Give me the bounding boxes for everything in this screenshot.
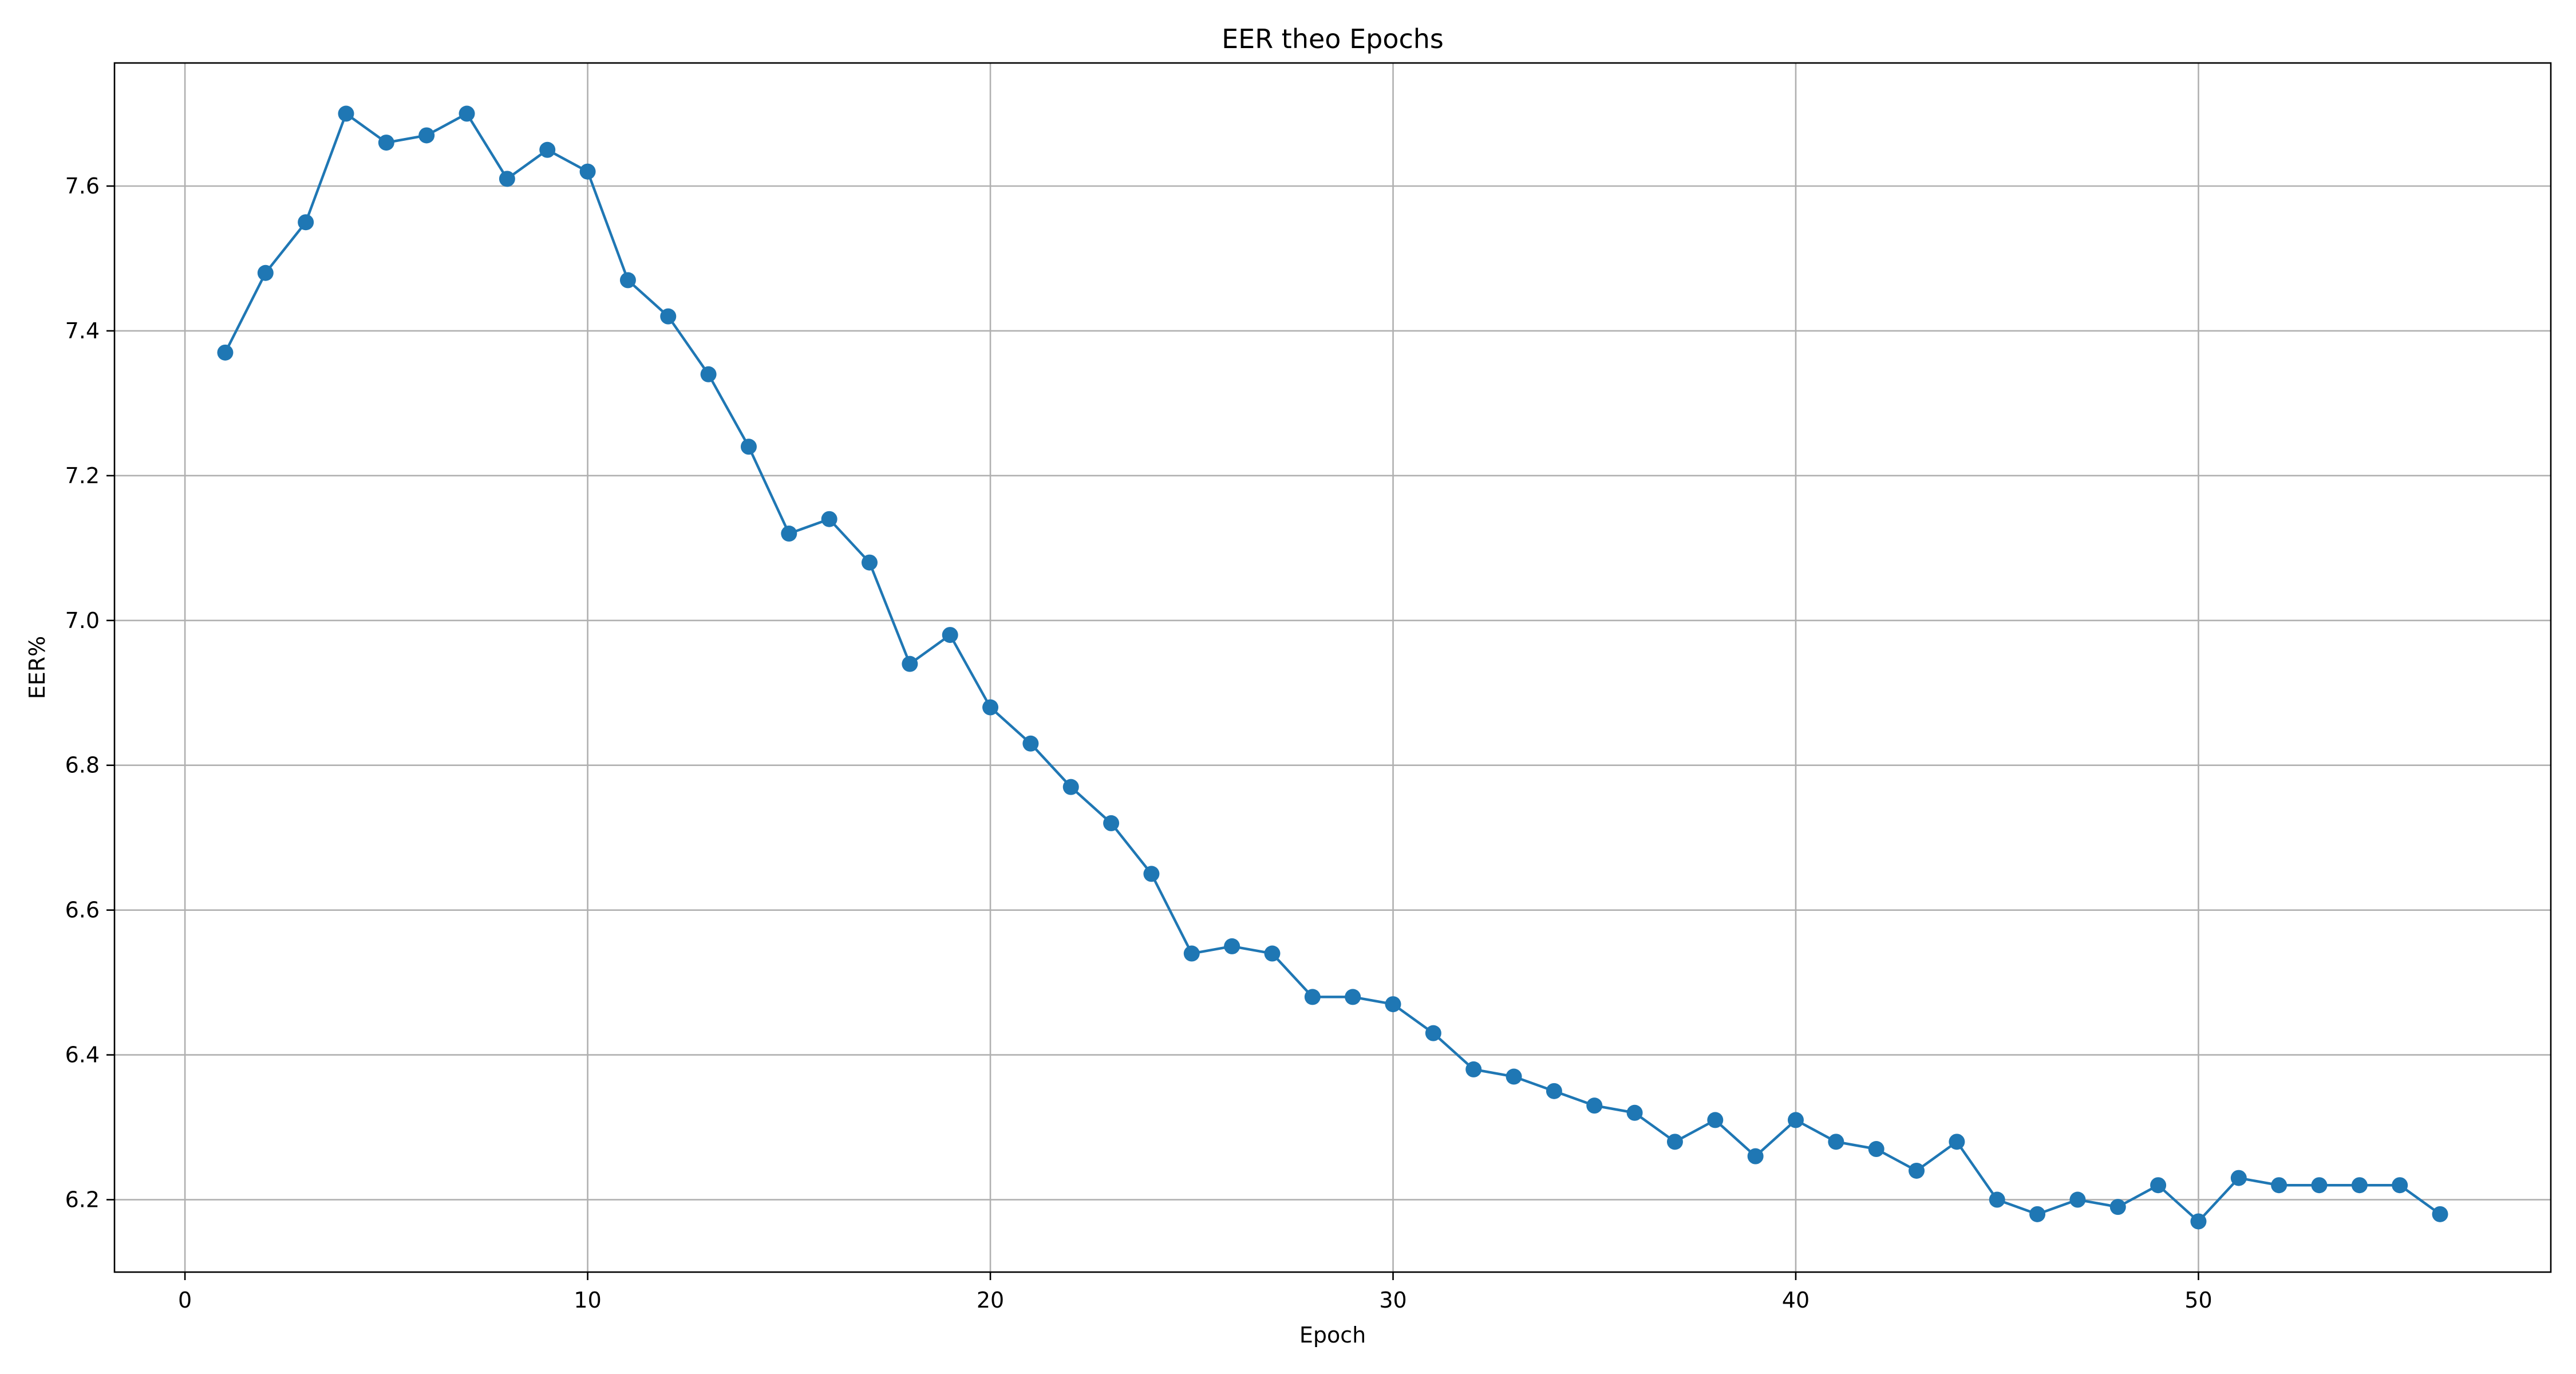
- x-tick-label: 40: [1782, 1288, 1809, 1313]
- data-point: [1345, 989, 1361, 1005]
- plot-frame: [113, 62, 2552, 1273]
- data-point: [1062, 779, 1079, 795]
- data-point: [660, 308, 677, 325]
- y-axis-label: EER%: [25, 636, 50, 700]
- data-point: [1425, 1025, 1441, 1041]
- y-tick-label: 6.2: [65, 1187, 100, 1213]
- data-point: [821, 511, 837, 527]
- data-point: [1707, 1112, 1724, 1128]
- x-tick-label: 10: [574, 1288, 601, 1313]
- data-point: [1787, 1112, 1804, 1128]
- data-point: [1304, 989, 1321, 1005]
- data-point: [1465, 1061, 1482, 1077]
- data-point: [2432, 1206, 2448, 1222]
- data-point: [982, 699, 999, 716]
- data-point: [1183, 945, 1200, 962]
- data-point: [2392, 1177, 2408, 1194]
- data-point: [499, 171, 515, 187]
- y-tick-label: 7.4: [65, 318, 100, 344]
- x-tick-label: 20: [977, 1288, 1004, 1313]
- data-point: [740, 439, 757, 455]
- data-point: [1224, 938, 1240, 954]
- y-tick-label: 6.6: [65, 898, 100, 923]
- data-point: [1586, 1097, 1603, 1114]
- data-point: [1747, 1148, 1764, 1164]
- data-point: [1385, 996, 1401, 1013]
- y-tick-label: 7.6: [65, 173, 100, 199]
- data-point: [1143, 866, 1160, 882]
- data-point: [942, 627, 958, 643]
- data-point: [2311, 1177, 2328, 1194]
- data-point: [2150, 1177, 2167, 1194]
- data-point: [338, 105, 354, 122]
- data-point: [2230, 1170, 2247, 1186]
- data-point: [1546, 1083, 1562, 1099]
- data-point: [1989, 1191, 2005, 1208]
- tick-layer: 0 10 20 30 40 50 6.2 6.4 6.6 6.8 7.0 7.2 7.4 7.6: [65, 173, 2212, 1313]
- data-point: [418, 127, 435, 144]
- data-point: [257, 264, 274, 281]
- data-point: [378, 135, 394, 151]
- data-point: [862, 554, 878, 571]
- data-point: [781, 526, 797, 542]
- data-point: [1264, 945, 1281, 962]
- data-point: [2069, 1191, 2086, 1208]
- data-point: [902, 656, 918, 672]
- y-tick-label: 7.2: [65, 463, 100, 488]
- y-tick-label: 6.4: [65, 1043, 100, 1068]
- grid-lines: [114, 63, 2551, 1272]
- data-point: [539, 141, 556, 158]
- data-point: [1828, 1134, 1844, 1150]
- x-tick-label: 0: [178, 1288, 192, 1313]
- data-point: [2271, 1177, 2287, 1194]
- chart-title: EER theo Epochs: [1222, 23, 1444, 54]
- data-point: [2351, 1177, 2368, 1194]
- data-point: [619, 272, 636, 289]
- y-tick-label: 7.0: [65, 608, 100, 633]
- series-layer: [217, 105, 2448, 1230]
- data-point: [1868, 1141, 1884, 1158]
- data-point: [1666, 1134, 1683, 1150]
- x-axis-label: Epoch: [1299, 1322, 1366, 1348]
- x-tick-label: 50: [2184, 1288, 2212, 1313]
- data-point: [700, 366, 717, 382]
- data-point: [217, 344, 234, 361]
- data-point: [2029, 1206, 2046, 1222]
- x-tick-label: 30: [1379, 1288, 1406, 1313]
- data-point: [579, 163, 596, 180]
- data-point: [2190, 1213, 2207, 1230]
- y-tick-label: 6.8: [65, 753, 100, 778]
- data-point: [2109, 1199, 2126, 1215]
- data-point: [298, 214, 314, 231]
- data-point: [1103, 815, 1120, 831]
- data-point: [459, 105, 475, 122]
- data-point: [1022, 735, 1039, 752]
- data-point: [1506, 1068, 1522, 1085]
- data-point: [1626, 1104, 1643, 1121]
- data-point: [1949, 1134, 1965, 1150]
- data-point: [1909, 1162, 1925, 1179]
